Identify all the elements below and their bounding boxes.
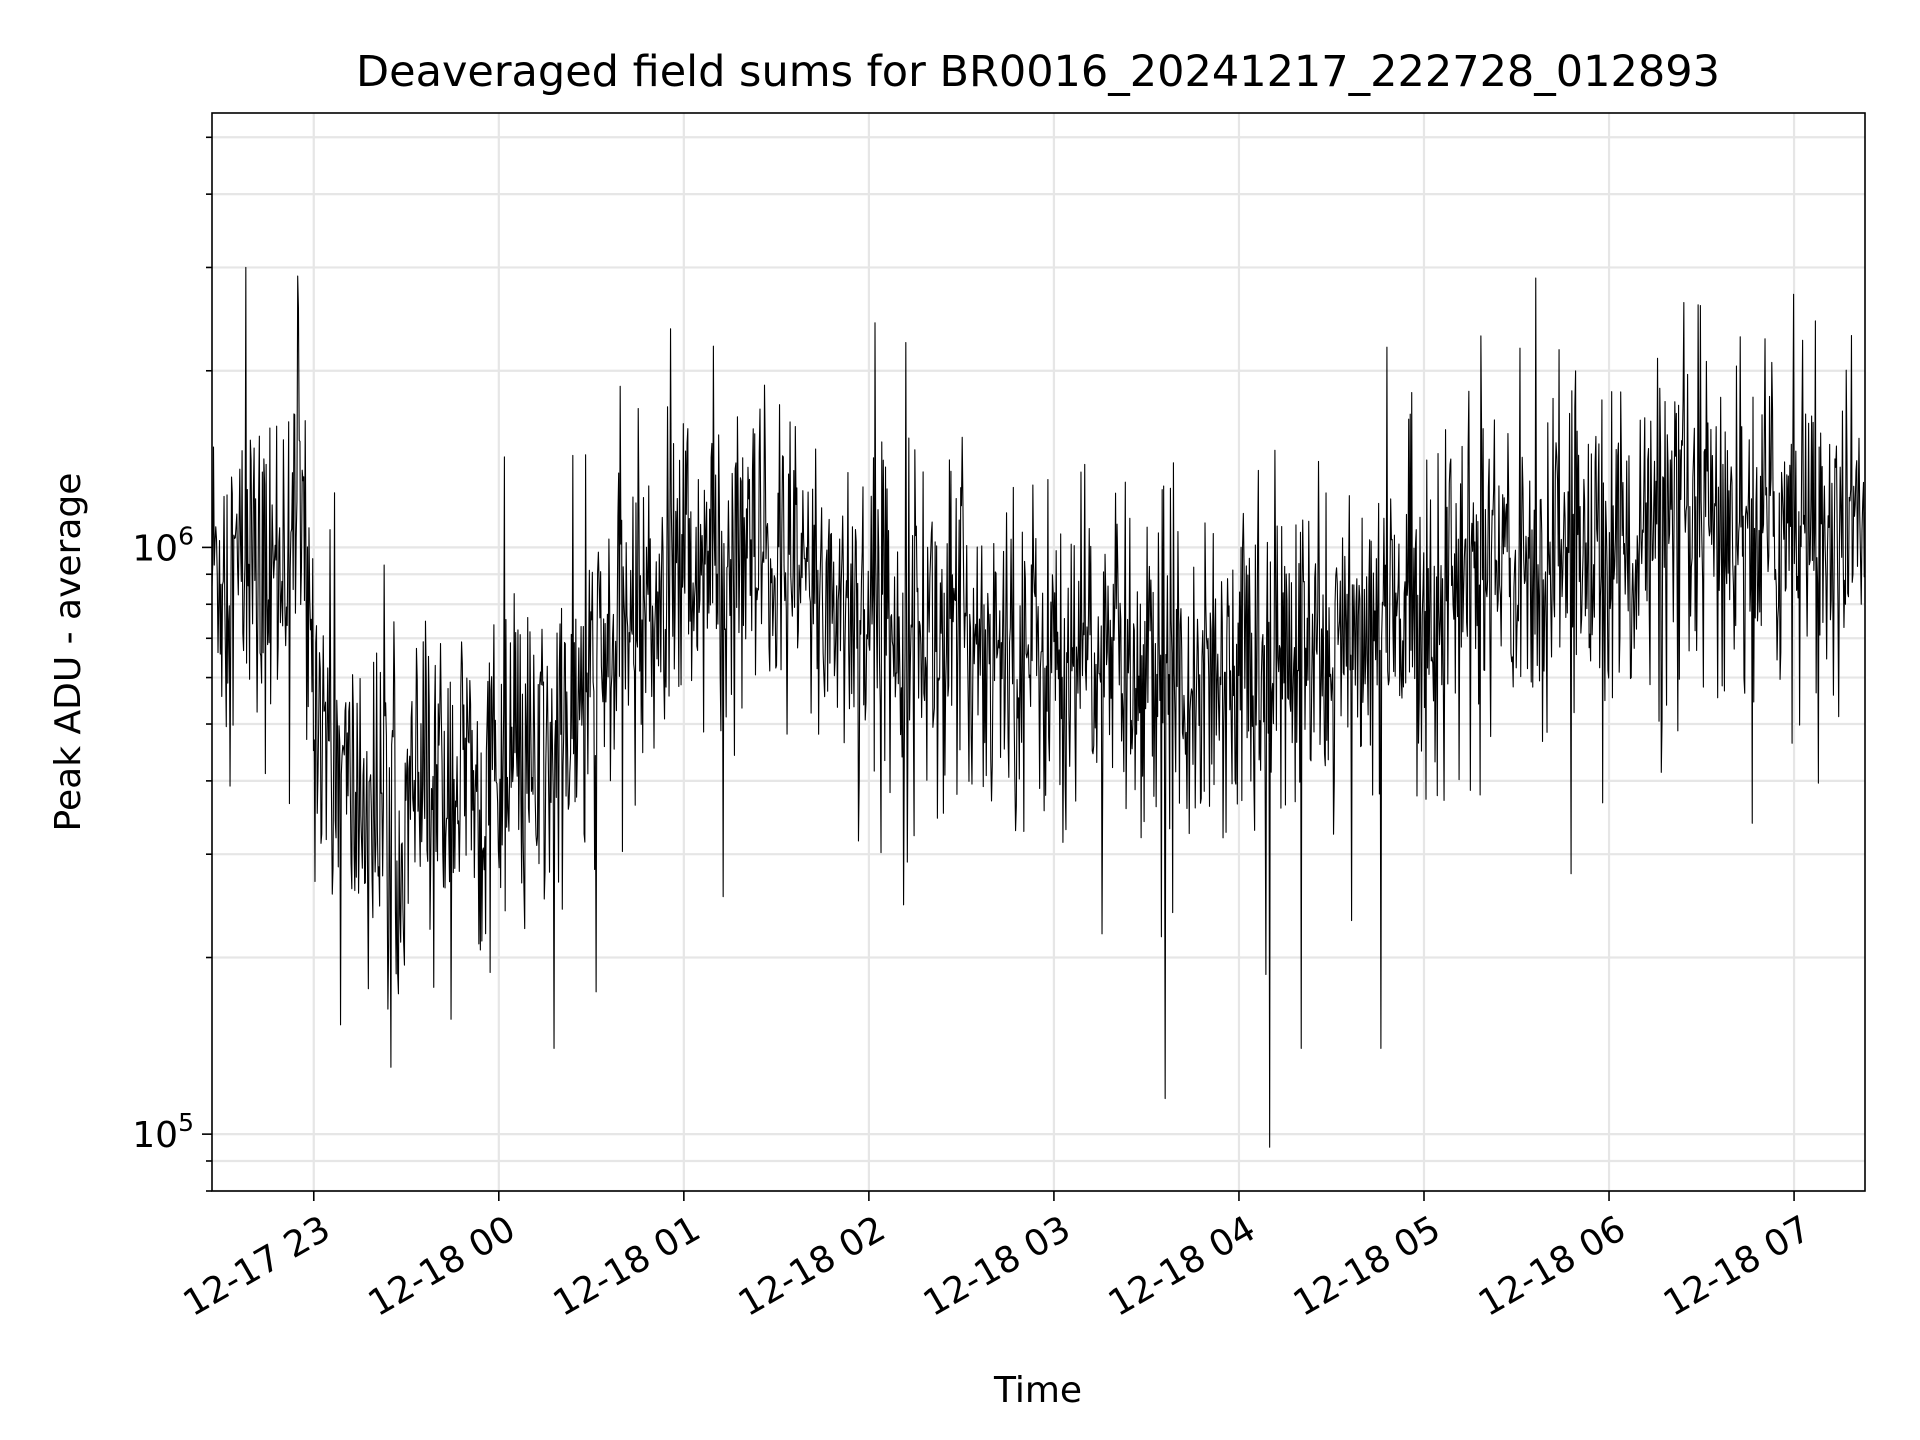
y-tick-label: 106	[132, 521, 194, 569]
y-axis-label: Peak ADU - average	[48, 473, 89, 832]
data-series	[211, 266, 1866, 1148]
axes-frame	[211, 112, 1866, 1192]
series-line	[211, 266, 1866, 1148]
y-tick-label: 105	[132, 1108, 194, 1156]
chart-title: Deaveraged field sums for BR0016_2024121…	[356, 47, 1720, 97]
x-axis-label: Time	[993, 1370, 1082, 1411]
